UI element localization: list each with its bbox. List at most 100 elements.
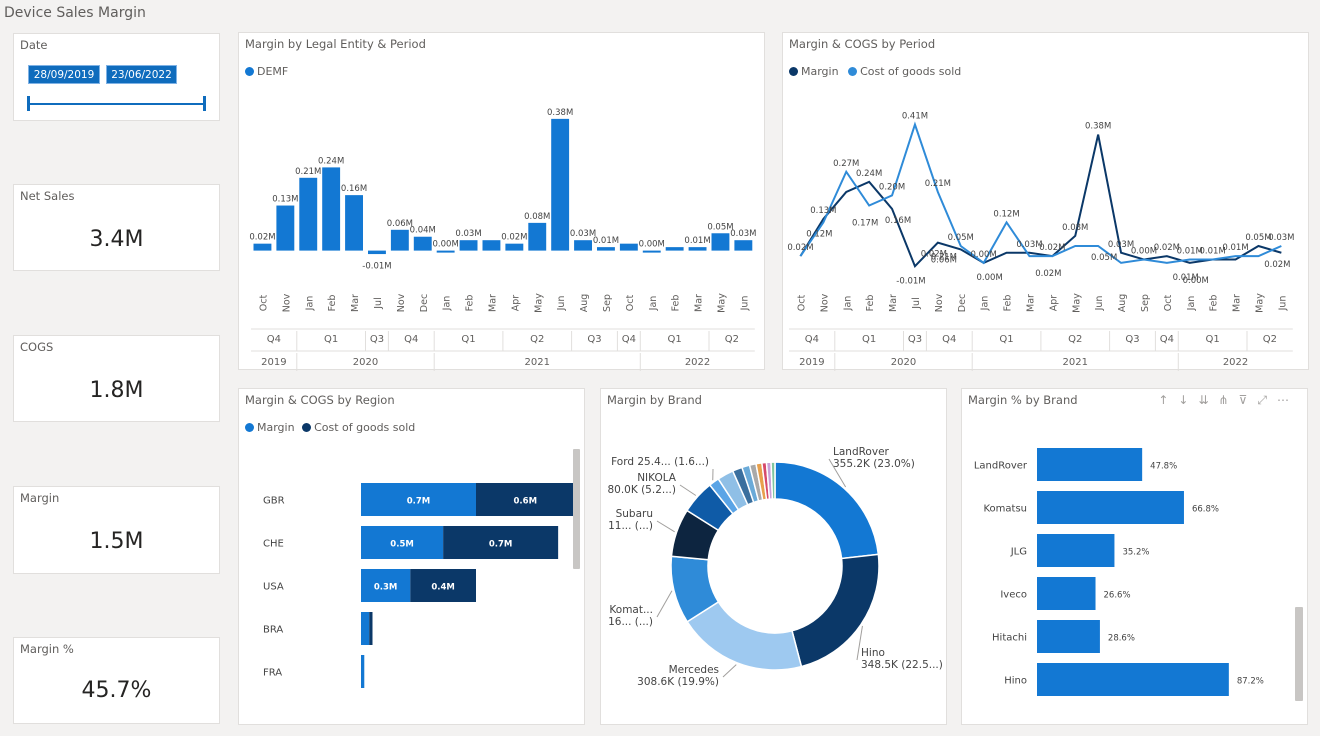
slice-detail: 308.6K (19.9%) bbox=[637, 676, 719, 688]
chart-margin-pct[interactable]: Margin % by Brand ↑↓⇊⋔⊽⤢⋯ LandRover 47.8%… bbox=[961, 388, 1308, 725]
x-tick-label: Jan bbox=[304, 296, 315, 312]
data-label: 0.13M bbox=[810, 206, 836, 216]
date-slicer[interactable]: Date 28/09/2019 23/06/2022 bbox=[13, 33, 220, 121]
x-tick-label: Aug bbox=[1117, 294, 1128, 313]
x-tick-label: Nov bbox=[934, 293, 945, 312]
more-options-icon[interactable]: ⋯ bbox=[1277, 393, 1299, 407]
data-label: 0.38M bbox=[547, 108, 573, 118]
kpi-card-margin: Margin 1.5M bbox=[13, 486, 220, 574]
drill-up-icon[interactable]: ↑ bbox=[1158, 393, 1179, 407]
x-tick-label: Mar bbox=[888, 294, 899, 312]
quarter-label: Q1 bbox=[999, 334, 1013, 345]
bar bbox=[276, 205, 295, 251]
hierarchy-icon[interactable]: ⋔ bbox=[1218, 393, 1239, 407]
bar bbox=[619, 243, 638, 251]
chart-legend[interactable]: Margin Cost of goods sold bbox=[789, 65, 961, 78]
data-label: 0.02M bbox=[1039, 243, 1065, 253]
quarter-label: Q4 bbox=[404, 334, 418, 345]
data-label: 0.05M bbox=[707, 222, 733, 232]
leader-line bbox=[722, 664, 737, 678]
bar bbox=[482, 240, 501, 251]
legend-label: DEMF bbox=[257, 65, 289, 78]
data-label: 0.16M bbox=[885, 216, 911, 226]
quarter-label: Q1 bbox=[862, 334, 876, 345]
year-label: 2022 bbox=[685, 357, 710, 368]
bar bbox=[299, 177, 318, 251]
slice-detail: 355.2K (23.0%) bbox=[833, 458, 915, 470]
bar bbox=[574, 240, 592, 251]
start-date-input[interactable]: 28/09/2019 bbox=[28, 65, 100, 84]
brand-label: Iveco bbox=[1000, 590, 1027, 601]
margin-bar bbox=[361, 612, 370, 645]
chart-title: Margin by Legal Entity & Period bbox=[245, 37, 426, 51]
x-tick-label: Oct bbox=[625, 295, 636, 312]
data-label: 0.01M bbox=[1177, 247, 1203, 257]
expand-all-icon[interactable]: ⇊ bbox=[1198, 393, 1219, 407]
margin-pct-bar bbox=[1037, 448, 1143, 481]
x-tick-label: Nov bbox=[819, 293, 830, 312]
x-tick-label: Apr bbox=[1048, 295, 1059, 312]
margin-pct-bar bbox=[1037, 620, 1100, 653]
bar bbox=[345, 195, 363, 251]
chart-title: Margin & COGS by Period bbox=[789, 37, 936, 51]
slice-detail: 11... (...) bbox=[608, 520, 653, 532]
chart-legend[interactable]: Margin Cost of goods sold bbox=[245, 421, 415, 434]
x-tick-label: Mar bbox=[1232, 294, 1243, 312]
chart-title: Margin by Brand bbox=[607, 393, 702, 407]
data-label: 0.12M bbox=[993, 209, 1019, 219]
region-scrollbar[interactable] bbox=[573, 449, 580, 569]
data-label: 0.27M bbox=[833, 159, 859, 169]
data-label: 0.02M bbox=[249, 233, 275, 243]
chart-legend[interactable]: DEMF bbox=[245, 65, 288, 78]
x-tick-label: Feb bbox=[671, 295, 682, 312]
x-tick-label: Oct bbox=[1163, 295, 1174, 312]
x-tick-label: Dec bbox=[419, 294, 430, 312]
legend-label-margin: Margin bbox=[801, 65, 839, 78]
bar bbox=[734, 240, 753, 251]
data-label: 0.03M bbox=[1016, 240, 1042, 250]
margin-pct-scrollbar[interactable] bbox=[1295, 607, 1303, 701]
bar bbox=[642, 250, 661, 253]
data-label: 0.38M bbox=[1085, 122, 1111, 132]
x-tick-label: Feb bbox=[1209, 295, 1220, 312]
data-label: 0.02M bbox=[1035, 269, 1061, 279]
data-label: 0.02M bbox=[787, 243, 813, 253]
x-tick-label: Feb bbox=[865, 295, 876, 312]
date-range-start-handle[interactable] bbox=[27, 96, 30, 111]
chart-cogs-period[interactable]: Margin & COGS by Period Margin Cost of g… bbox=[782, 32, 1310, 371]
x-tick-label: Feb bbox=[1003, 295, 1014, 312]
date-range-end-handle[interactable] bbox=[203, 96, 206, 111]
filter-icon[interactable]: ⊽ bbox=[1238, 393, 1258, 407]
data-label: 0.02M bbox=[1264, 260, 1290, 270]
year-label: 2022 bbox=[1223, 357, 1248, 368]
region-stacked-bar-chart[interactable]: GBR 0.7M 0.6M CHE 0.5M 0.7M USA 0.3M 0.4M BRA FRA bbox=[239, 389, 586, 726]
data-label: 0.08M bbox=[524, 212, 550, 222]
kpi-card-cogs: COGS 1.8M bbox=[13, 335, 220, 422]
cogs-line bbox=[799, 121, 1282, 265]
drill-down-icon[interactable]: ↓ bbox=[1178, 393, 1199, 407]
chart-title: Margin & COGS by Region bbox=[245, 393, 395, 407]
data-label: 0.24M bbox=[318, 156, 344, 166]
data-label: 0.24M bbox=[856, 169, 882, 179]
focus-mode-icon[interactable]: ⤢ bbox=[1257, 393, 1277, 407]
end-date-input[interactable]: 23/06/2022 bbox=[106, 65, 177, 84]
donut-slice bbox=[770, 461, 776, 500]
data-label: 0.21M bbox=[931, 253, 957, 263]
date-range-track[interactable] bbox=[29, 103, 204, 105]
bar bbox=[413, 236, 432, 251]
margin-pct-bar-chart[interactable]: LandRover 47.8% Komatsu 66.8% JLG 35.2% Iveco 2… bbox=[962, 389, 1309, 726]
data-label: 0.03M bbox=[1268, 233, 1294, 243]
x-tick-label: Jan bbox=[442, 296, 453, 312]
data-label: 0.05M bbox=[1091, 253, 1117, 263]
data-label: 0.41M bbox=[902, 112, 928, 122]
leader-line bbox=[856, 625, 863, 661]
chart-legal-entity[interactable]: Margin by Legal Entity & Period DEMF 0.0… bbox=[238, 32, 766, 371]
chart-region[interactable]: Margin & COGS by Region Margin Cost of g… bbox=[238, 388, 585, 725]
kpi-value: 45.7% bbox=[81, 678, 152, 703]
slice-label: NIKOLA bbox=[637, 472, 677, 484]
chart-brand[interactable]: Margin by Brand LandRover 355.2K (23.0%) H… bbox=[600, 388, 947, 725]
data-label: 0.5M bbox=[390, 540, 414, 550]
